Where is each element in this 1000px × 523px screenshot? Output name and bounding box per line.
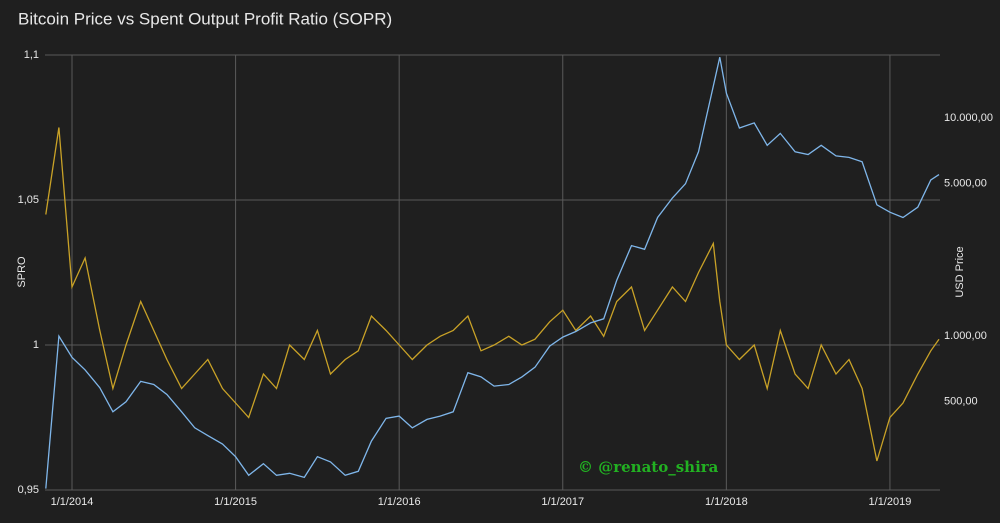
y2-tick-label: 10.000,00: [944, 112, 993, 124]
y2-tick-label: 500,00: [944, 396, 978, 408]
data-line: [45, 127, 940, 462]
x-tick-label: 1/1/2018: [705, 496, 748, 508]
x-tick-label: 1/1/2016: [378, 496, 421, 508]
y2-tick-label: 5.000,00: [944, 178, 987, 190]
y2-axis-label: USD Price: [954, 246, 966, 297]
x-tick-label: 1/1/2019: [869, 496, 912, 508]
x-tick-label: 1/1/2015: [214, 496, 257, 508]
y-tick-label: 0,95: [18, 484, 39, 496]
y-tick-label: 1,05: [18, 194, 39, 206]
x-tick-label: 1/1/2014: [51, 496, 94, 508]
y2-tick-label: 1.000,00: [944, 330, 987, 342]
data-line: [45, 57, 940, 489]
y-tick-label: 1,1: [24, 49, 39, 61]
y-axis-label: SPRO: [16, 256, 28, 288]
chart-title: Bitcoin Price vs Spent Output Profit Rat…: [18, 9, 392, 28]
watermark: © @renato_shira: [578, 458, 719, 476]
x-tick-label: 1/1/2017: [541, 496, 584, 508]
y-tick-label: 1: [33, 339, 39, 351]
